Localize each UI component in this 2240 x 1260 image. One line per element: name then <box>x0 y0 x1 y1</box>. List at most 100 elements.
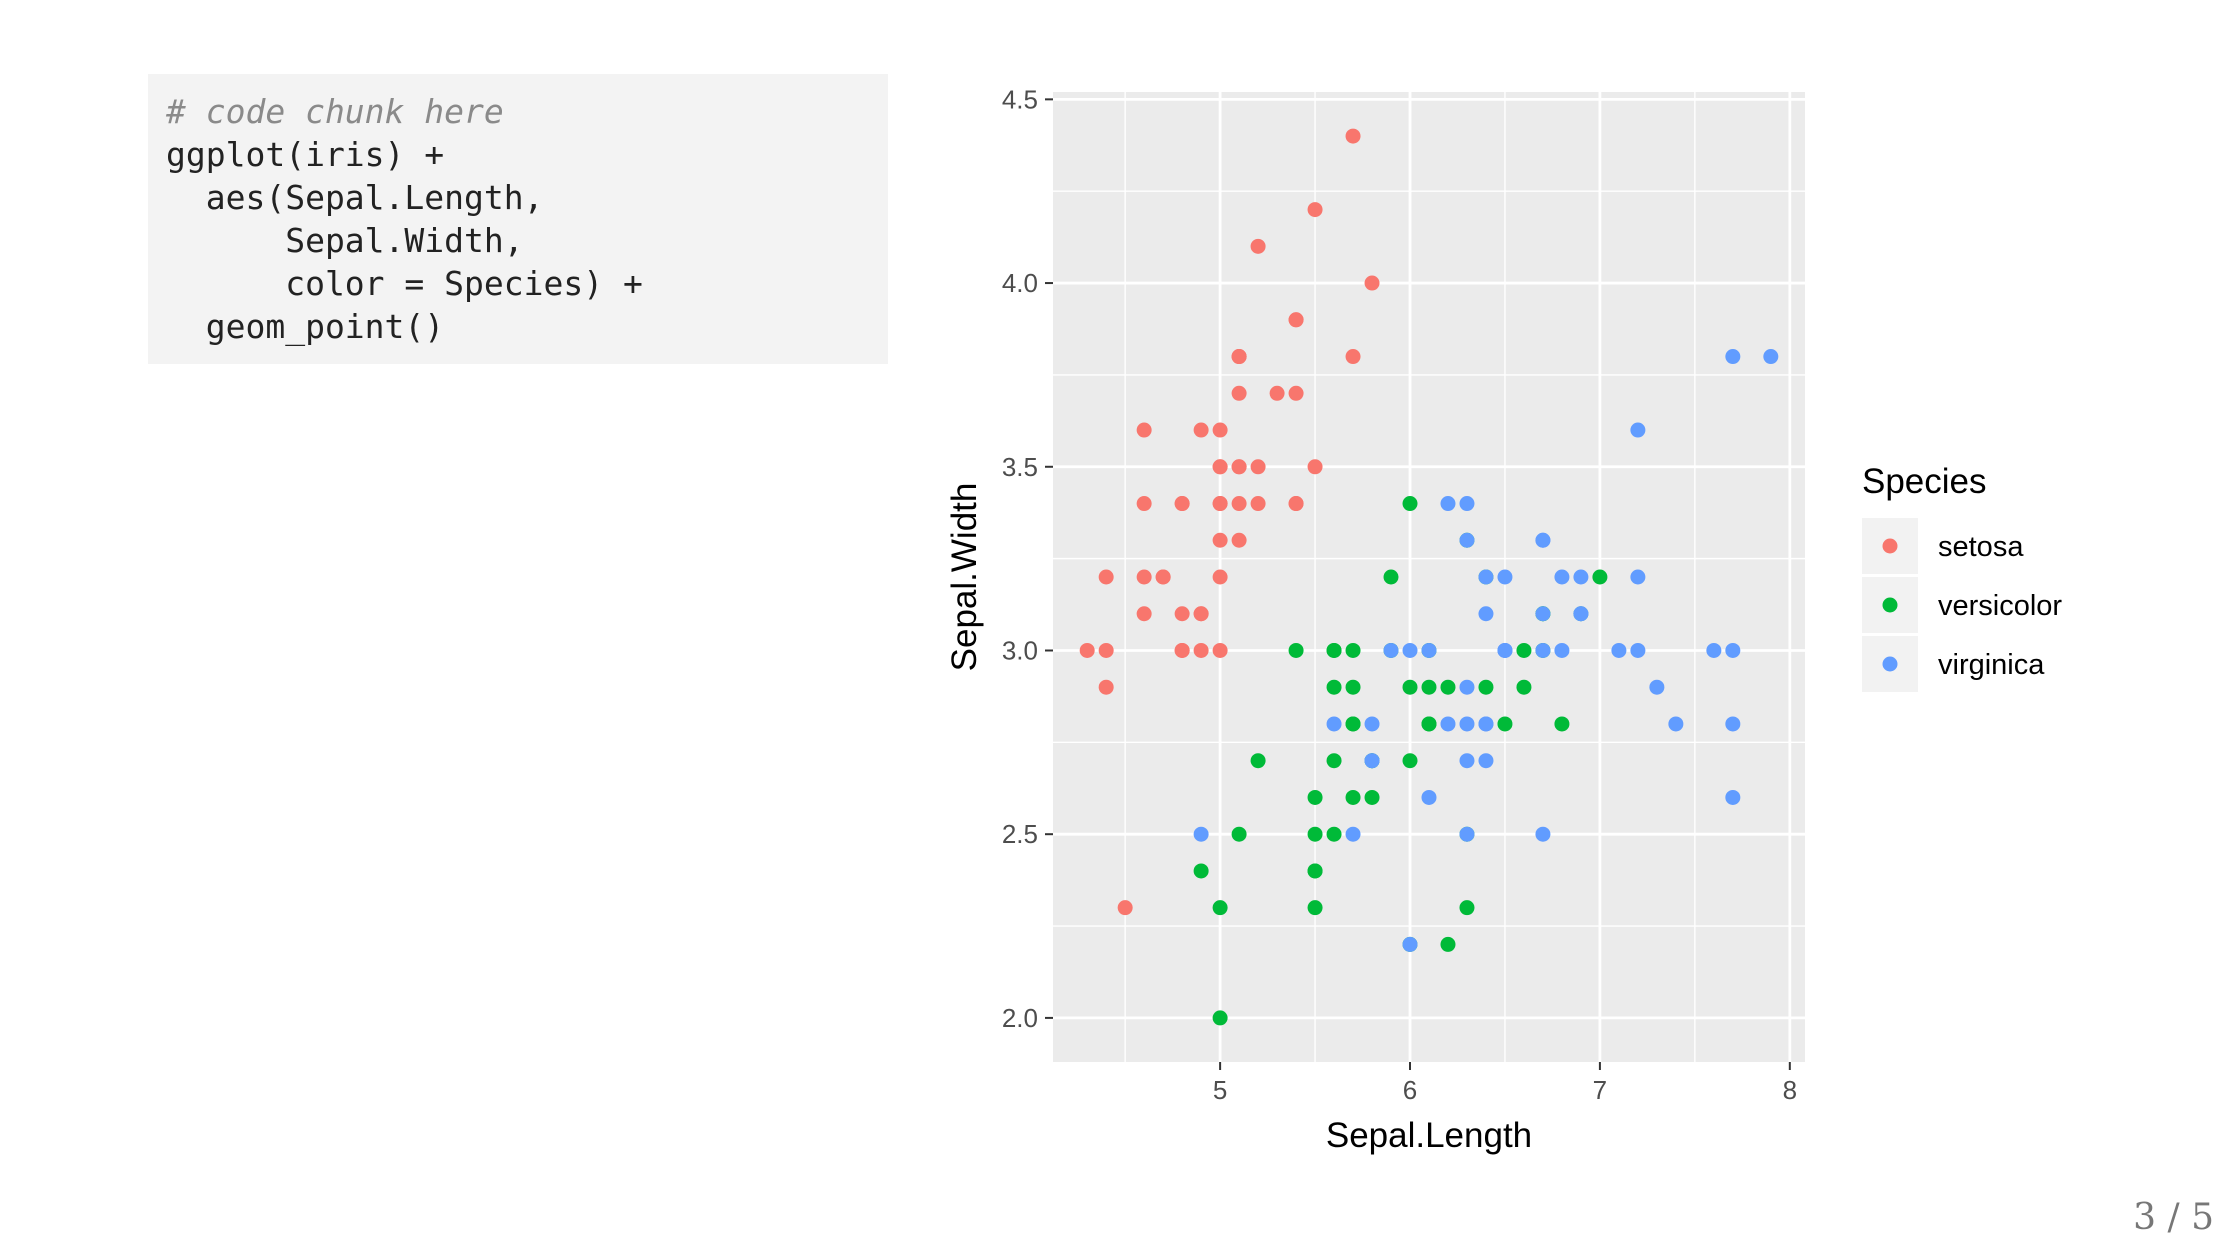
data-point-virginica <box>1573 606 1589 622</box>
data-point-versicolor <box>1307 826 1323 842</box>
data-point-virginica <box>1459 826 1475 842</box>
data-point-virginica <box>1611 642 1627 658</box>
data-point-setosa <box>1193 606 1209 622</box>
data-point-versicolor <box>1402 679 1418 695</box>
data-point-versicolor <box>1212 900 1228 916</box>
data-point-virginica <box>1725 642 1741 658</box>
data-point-virginica <box>1535 532 1551 548</box>
data-point-versicolor <box>1402 753 1418 769</box>
data-point-setosa <box>1136 569 1152 585</box>
data-point-versicolor <box>1231 826 1247 842</box>
y-tick-label: 3.0 <box>1002 635 1038 665</box>
y-tick-label: 2.5 <box>1002 819 1038 849</box>
data-point-versicolor <box>1326 753 1342 769</box>
x-tick-label: 8 <box>1783 1075 1797 1105</box>
data-point-virginica <box>1459 679 1475 695</box>
data-point-virginica <box>1763 349 1779 365</box>
data-point-setosa <box>1288 312 1304 328</box>
data-point-virginica <box>1554 642 1570 658</box>
data-point-virginica <box>1725 789 1741 805</box>
data-point-virginica <box>1402 642 1418 658</box>
data-point-virginica <box>1725 349 1741 365</box>
data-point-virginica <box>1345 826 1361 842</box>
data-point-setosa <box>1231 385 1247 401</box>
data-point-versicolor <box>1497 716 1513 732</box>
data-point-versicolor <box>1516 642 1532 658</box>
code-comment: # code chunk here <box>166 92 504 131</box>
data-point-virginica <box>1402 936 1418 952</box>
data-point-virginica <box>1649 679 1665 695</box>
data-point-setosa <box>1136 606 1152 622</box>
data-point-setosa <box>1345 349 1361 365</box>
data-point-setosa <box>1250 459 1266 475</box>
code-line: color = Species) + <box>166 264 643 303</box>
axes: 5 6 7 8 2.0 2.5 3.0 3.5 4.0 4.5 <box>1002 84 1797 1105</box>
data-point-setosa <box>1231 532 1247 548</box>
data-point-virginica <box>1421 642 1437 658</box>
data-point-virginica <box>1554 569 1570 585</box>
data-point-versicolor <box>1592 569 1608 585</box>
data-point-versicolor <box>1307 863 1323 879</box>
legend-label: versicolor <box>1938 590 2062 622</box>
data-point-setosa <box>1288 385 1304 401</box>
x-axis-title: Sepal.Length <box>1326 1116 1532 1155</box>
data-point-versicolor <box>1193 863 1209 879</box>
data-point-setosa <box>1174 642 1190 658</box>
code-line: geom_point() <box>166 307 445 346</box>
data-point-versicolor <box>1459 900 1475 916</box>
data-point-versicolor <box>1421 679 1437 695</box>
data-point-virginica <box>1535 642 1551 658</box>
y-axis-title: Sepal.Width <box>945 483 984 672</box>
legend-marker-virginica <box>1882 656 1898 672</box>
data-point-virginica <box>1630 569 1646 585</box>
data-point-versicolor <box>1421 716 1437 732</box>
data-point-setosa <box>1079 642 1095 658</box>
data-point-setosa <box>1193 422 1209 438</box>
data-point-setosa <box>1212 532 1228 548</box>
data-point-virginica <box>1668 716 1684 732</box>
data-point-setosa <box>1307 202 1323 218</box>
data-point-virginica <box>1326 716 1342 732</box>
data-point-virginica <box>1383 642 1399 658</box>
data-point-setosa <box>1212 642 1228 658</box>
data-point-versicolor <box>1516 679 1532 695</box>
y-tick-label: 4.0 <box>1002 268 1038 298</box>
data-point-virginica <box>1706 642 1722 658</box>
data-point-virginica <box>1535 606 1551 622</box>
data-point-setosa <box>1212 459 1228 475</box>
data-point-setosa <box>1231 496 1247 512</box>
data-point-versicolor <box>1345 642 1361 658</box>
data-point-setosa <box>1117 900 1133 916</box>
legend: Species setosa versicolor virginica <box>1862 462 2062 692</box>
data-point-setosa <box>1288 496 1304 512</box>
data-point-virginica <box>1459 532 1475 548</box>
data-point-virginica <box>1478 753 1494 769</box>
data-point-versicolor <box>1288 642 1304 658</box>
code-line: Sepal.Width, <box>166 221 524 260</box>
x-tick-label: 7 <box>1593 1075 1607 1105</box>
data-point-virginica <box>1440 716 1456 732</box>
data-point-virginica <box>1459 753 1475 769</box>
data-point-versicolor <box>1307 900 1323 916</box>
page-indicator: 3 / 5 <box>2133 1197 2214 1238</box>
data-point-versicolor <box>1383 569 1399 585</box>
data-point-setosa <box>1136 496 1152 512</box>
data-point-setosa <box>1364 275 1380 291</box>
data-point-versicolor <box>1345 716 1361 732</box>
legend-marker-setosa <box>1882 538 1898 554</box>
data-point-setosa <box>1098 569 1114 585</box>
data-point-setosa <box>1250 496 1266 512</box>
data-point-setosa <box>1212 569 1228 585</box>
data-point-virginica <box>1725 716 1741 732</box>
data-point-virginica <box>1193 826 1209 842</box>
data-point-setosa <box>1231 349 1247 365</box>
x-tick-label: 6 <box>1403 1075 1417 1105</box>
data-point-virginica <box>1440 496 1456 512</box>
data-point-versicolor <box>1402 496 1418 512</box>
data-point-virginica <box>1364 753 1380 769</box>
data-point-virginica <box>1573 569 1589 585</box>
data-point-virginica <box>1421 789 1437 805</box>
y-tick-label: 4.5 <box>1002 84 1038 114</box>
data-point-versicolor <box>1212 1010 1228 1026</box>
